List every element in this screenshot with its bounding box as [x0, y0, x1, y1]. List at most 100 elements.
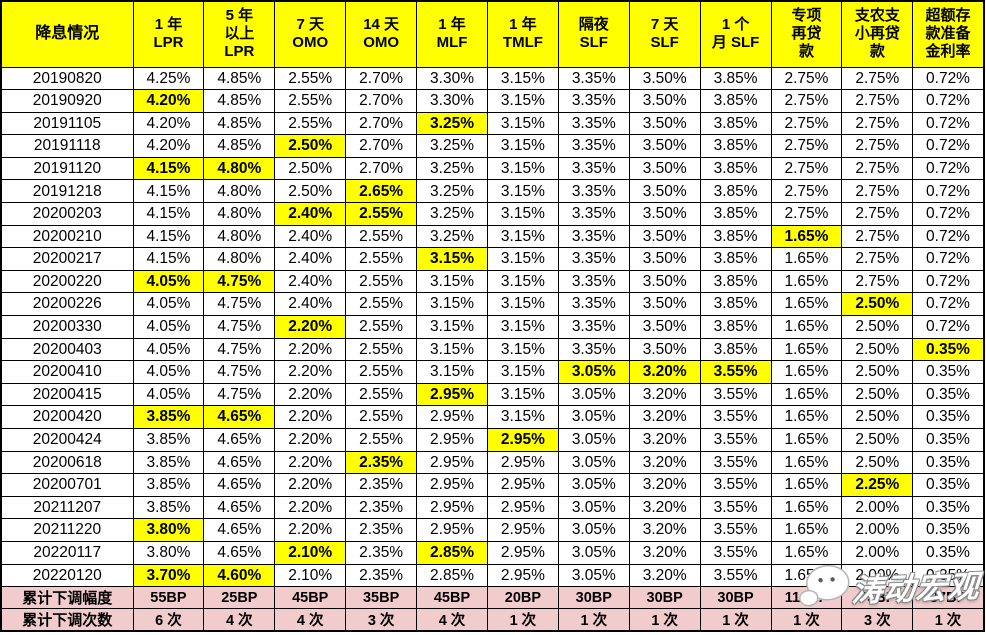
summary-value: 75BP: [841, 586, 914, 610]
rate-cell: 4.15%: [132, 224, 205, 249]
column-header: 超额存 款准备 金利率: [912, 0, 985, 68]
rate-cell: 4.75%: [203, 382, 276, 407]
date-cell: 20200403: [0, 337, 134, 362]
rate-cell: 2.00%: [841, 495, 914, 520]
table-row: 20200330 4.05% 4.75% 2.20% 2.55% 3.15% 3.15% 3.…: [0, 315, 985, 339]
rate-cell: 3.85%: [699, 66, 772, 91]
rate-cell: 0.72%: [912, 134, 985, 158]
rate-cell: 3.20%: [628, 473, 701, 497]
rate-cell: 3.15%: [416, 292, 488, 317]
rate-cell-changed: 3.70%: [132, 563, 205, 588]
rate-cell: 3.55%: [699, 540, 772, 565]
rate-cell: 3.35%: [557, 179, 630, 204]
summary-value: 4 次: [203, 608, 276, 632]
table-row: 20200420 3.85% 4.65% 2.20% 2.55% 2.95% 3.15% 3.…: [0, 405, 985, 429]
date-cell: 20200226: [0, 292, 134, 317]
summary-value: 45BP: [416, 586, 488, 610]
rate-cell: 2.55%: [345, 224, 418, 249]
table-row: 20200410 4.05% 4.75% 2.20% 2.55% 3.15% 3.15% 3.…: [0, 360, 985, 384]
rate-cell: 3.20%: [628, 495, 701, 520]
rate-cell: 3.05%: [557, 563, 630, 588]
rate-cell: 4.85%: [203, 134, 276, 158]
table-row: 20190920 4.20% 4.85% 2.55% 2.70% 3.30% 3.15% 3.…: [0, 89, 985, 113]
rate-cell: 1.65%: [770, 495, 843, 520]
rate-cell: 4.05%: [132, 315, 205, 339]
rate-cell-changed: 3.85%: [132, 405, 205, 429]
rate-cell: 0.35%: [912, 360, 985, 384]
date-cell: 20191105: [0, 111, 134, 136]
rate-cell: 2.20%: [274, 360, 347, 384]
rate-cell: 2.75%: [841, 156, 914, 181]
column-header: 支农支 小再贷 款: [841, 0, 914, 68]
table-row: 20200220 4.05% 4.75% 2.40% 2.55% 3.15% 3.15% 3.…: [0, 269, 985, 294]
rate-cell: 2.40%: [274, 224, 347, 249]
rate-cell: 3.15%: [416, 337, 488, 362]
date-cell: 20211207: [0, 495, 134, 520]
rate-cell: 1.65%: [770, 450, 843, 475]
rate-cell: 2.75%: [770, 134, 843, 158]
rate-cell: 0.35%: [912, 382, 985, 407]
rate-cell: 2.95%: [486, 563, 559, 588]
rate-cell: 2.95%: [486, 473, 559, 497]
rate-cell: 0.35%: [912, 495, 985, 520]
rate-cell: 3.25%: [416, 202, 488, 226]
rate-cell: 3.50%: [628, 292, 701, 317]
rate-cell: 3.05%: [557, 540, 630, 565]
rate-cell: 0.35%: [912, 473, 985, 497]
rate-cell: 2.75%: [770, 66, 843, 91]
rate-cell: 0.72%: [912, 66, 985, 91]
summary-value: 55BP: [132, 586, 205, 610]
rate-cell: 1.65%: [770, 315, 843, 339]
rate-cell: 2.35%: [345, 495, 418, 520]
rate-cell: 3.05%: [557, 518, 630, 542]
rate-cell-changed: 4.20%: [132, 89, 205, 113]
rate-cell-changed: 3.25%: [416, 111, 488, 136]
rate-cell: 2.75%: [770, 156, 843, 181]
rate-cell: 3.50%: [628, 337, 701, 362]
rate-cell: 3.55%: [699, 473, 772, 497]
summary-value: 6 次: [132, 608, 205, 632]
rate-cell: 2.55%: [345, 382, 418, 407]
rate-cell: 0.72%: [912, 247, 985, 271]
rate-cell: 2.10%: [274, 563, 347, 588]
rate-cell: 0.72%: [912, 269, 985, 294]
rate-cell: 3.50%: [628, 89, 701, 113]
table-row: 20211220 3.80% 4.65% 2.20% 2.35% 2.95% 2.95% 3.…: [0, 518, 985, 542]
rate-cell: 3.05%: [557, 382, 630, 407]
rate-cell: 3.20%: [628, 428, 701, 452]
rate-cell: 3.15%: [486, 360, 559, 384]
rate-cell: 2.75%: [770, 202, 843, 226]
rate-cell: 3.15%: [486, 179, 559, 204]
rate-cell: 2.50%: [841, 405, 914, 429]
rate-cell: 4.05%: [132, 292, 205, 317]
rate-cell: 2.75%: [770, 89, 843, 113]
rate-cell-changed: 4.80%: [203, 156, 276, 181]
date-cell: 20200217: [0, 247, 134, 271]
rate-cell: 3.15%: [486, 202, 559, 226]
rate-cell: 3.25%: [416, 179, 488, 204]
rate-cell: 4.80%: [203, 247, 276, 271]
rate-cell: 4.15%: [132, 179, 205, 204]
rate-cell: 4.75%: [203, 315, 276, 339]
rate-cell: 3.85%: [699, 111, 772, 136]
rate-cell: 0.35%: [912, 405, 985, 429]
rate-cell-changed: 2.50%: [274, 134, 347, 158]
rate-cell: 2.55%: [345, 428, 418, 452]
rate-cell: 2.50%: [841, 360, 914, 384]
rate-cell: 3.85%: [699, 315, 772, 339]
rate-cell: 1.65%: [770, 428, 843, 452]
rate-cell: 2.20%: [274, 405, 347, 429]
rate-cell: 3.85%: [699, 292, 772, 317]
rate-cell: 3.15%: [486, 337, 559, 362]
rate-cell: 4.65%: [203, 518, 276, 542]
rate-cell: 3.85%: [132, 473, 205, 497]
rate-cell: 0.72%: [912, 202, 985, 226]
rate-cell: 3.50%: [628, 247, 701, 271]
rate-cell: 2.55%: [274, 111, 347, 136]
rate-cell: 2.70%: [345, 134, 418, 158]
table-row: 20200217 4.15% 4.80% 2.40% 2.55% 3.15% 3.15% 3.…: [0, 247, 985, 271]
summary-value: 30BP: [628, 586, 701, 610]
summary-value: 1 次: [770, 608, 843, 632]
